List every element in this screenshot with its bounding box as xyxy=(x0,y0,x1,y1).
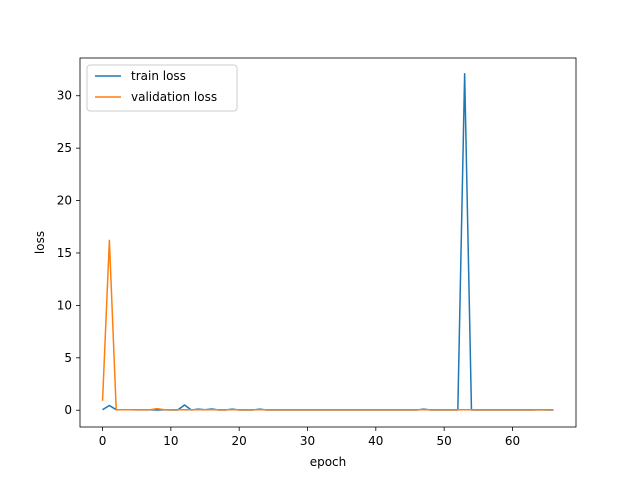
x-tick-label: 0 xyxy=(99,434,107,448)
legend-box xyxy=(86,64,238,112)
plot-frame xyxy=(79,57,577,428)
series-line-train-loss xyxy=(102,72,554,411)
legend-label-train-loss: train loss xyxy=(131,69,186,83)
y-tick-label: 10 xyxy=(57,298,72,312)
y-tick-label: 25 xyxy=(57,141,72,155)
tick-layer: 0 10 20 30 40 50 60 0 5 10 15 20 25 30 xyxy=(57,89,520,448)
x-tick-label: 10 xyxy=(163,434,178,448)
y-tick-label: 5 xyxy=(64,351,72,365)
y-tick-label: 20 xyxy=(57,194,72,208)
y-tick-label: 30 xyxy=(57,89,72,103)
series-layer xyxy=(101,72,554,411)
x-tick-label: 50 xyxy=(437,434,452,448)
legend-label-validation-loss: validation loss xyxy=(131,90,217,104)
y-axis-label: loss xyxy=(33,231,47,254)
x-tick-label: 40 xyxy=(368,434,383,448)
x-axis-label: epoch xyxy=(310,455,347,469)
x-tick-label: 30 xyxy=(300,434,315,448)
y-tick-label: 0 xyxy=(64,403,72,417)
x-tick-label: 20 xyxy=(232,434,247,448)
y-tick-label: 15 xyxy=(57,246,72,260)
legend: train loss validation loss xyxy=(86,64,238,112)
series-line-validation-loss xyxy=(101,239,554,411)
x-tick-label: 60 xyxy=(505,434,520,448)
